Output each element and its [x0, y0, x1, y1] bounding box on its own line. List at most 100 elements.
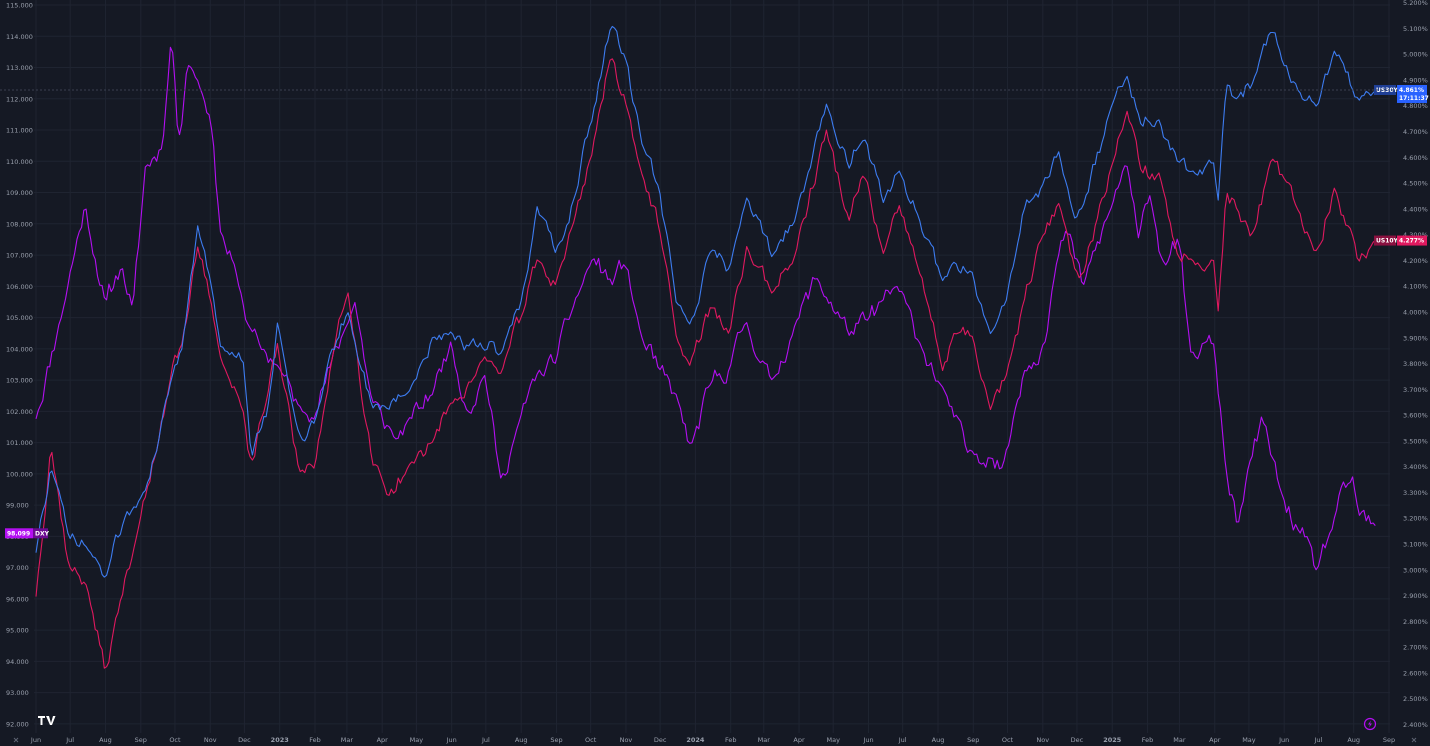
right-tick-label: 3.100% — [1403, 541, 1428, 549]
left-tick-label: 97.000 — [6, 564, 29, 572]
x-tick-label: Feb — [1142, 736, 1154, 744]
right-tick-label: 4.000% — [1403, 308, 1428, 316]
right-tick-label: 3.700% — [1403, 386, 1428, 394]
us10y-value-text: 4.277% — [1399, 238, 1424, 245]
left-tick-label: 99.000 — [6, 502, 29, 510]
us30y-symbol-text: US30Y — [1376, 87, 1399, 94]
x-tick-label: Aug — [515, 736, 528, 744]
x-tick-label: Jul — [1313, 736, 1322, 744]
x-tick-label: 2023 — [271, 736, 289, 744]
x-tick-label: 2024 — [686, 736, 705, 744]
x-tick-label: Apr — [377, 736, 389, 744]
x-tick-label: Jul — [898, 736, 907, 744]
right-tick-label: 4.900% — [1403, 76, 1428, 84]
x-tick-label: Nov — [620, 736, 633, 744]
right-tick-label: 4.400% — [1403, 205, 1428, 213]
x-tick-label: Mar — [1173, 736, 1186, 744]
right-tick-label: 2.600% — [1403, 669, 1428, 677]
x-tick-label: Oct — [585, 736, 597, 744]
grid-lines — [34, 0, 1390, 733]
dxy-value-tag — [5, 528, 33, 539]
right-tick-label: 4.200% — [1403, 257, 1428, 265]
left-tick-label: 94.000 — [6, 658, 29, 666]
us10y-symbol-text: US10Y — [1376, 238, 1399, 245]
right-tick-label: 4.600% — [1403, 154, 1428, 162]
x-tick-label: May — [1242, 736, 1256, 744]
left-tick-label: 106.000 — [6, 283, 33, 291]
right-tick-label: 5.000% — [1403, 51, 1428, 59]
x-tick-label: Nov — [1036, 736, 1049, 744]
right-axis-ticks: 2.400% 2.500% 2.600% 2.700% 2.800% 2.900% 3.00… — [1403, 0, 1428, 729]
series-line-dxy — [35, 46, 1376, 571]
x-tick-label: Oct — [1002, 736, 1014, 744]
x-tick-label: Jul — [481, 736, 490, 744]
left-tick-label: 102.000 — [6, 408, 33, 416]
right-tick-label: 2.500% — [1403, 695, 1428, 703]
axis-corner-left-icon[interactable] — [13, 737, 19, 743]
x-tick-label: May — [826, 736, 840, 744]
left-axis-ticks: 92.000 93.000 94.000 95.000 96.000 97.000 98.0… — [6, 2, 33, 729]
left-tick-label: 95.000 — [6, 627, 29, 635]
dxy-symbol-text: DXY — [35, 530, 50, 537]
left-tick-label: 111.000 — [6, 127, 33, 135]
left-tick-label: 112.000 — [6, 95, 33, 103]
x-tick-label: Aug — [99, 736, 112, 744]
x-tick-label: Dec — [1071, 736, 1084, 744]
right-tick-label: 3.900% — [1403, 334, 1428, 342]
series-line-us30y — [35, 25, 1376, 578]
x-tick-label: Apr — [1209, 736, 1221, 744]
right-tick-label: 3.800% — [1403, 360, 1428, 368]
us10y-value-tag — [1397, 235, 1427, 246]
series-line-us10y — [35, 58, 1376, 669]
right-tick-label: 4.300% — [1403, 231, 1428, 239]
left-tick-label: 105.000 — [6, 314, 33, 322]
dxy-value-text: 98.099 — [7, 530, 30, 537]
x-tick-label: Dec — [238, 736, 251, 744]
right-tick-label: 5.200% — [1403, 0, 1428, 7]
x-axis-ticks: Jun Jul Aug Sep Oct Nov Dec 2023 Feb Mar Apr May Jun… — [30, 736, 1395, 744]
left-tick-label: 104.000 — [6, 345, 33, 353]
right-tick-label: 3.500% — [1403, 437, 1428, 445]
right-tick-label: 4.500% — [1403, 180, 1428, 188]
left-tick-label: 110.000 — [6, 158, 33, 166]
tradingview-logo — [38, 716, 56, 725]
us10y-symbol-tag — [1374, 235, 1396, 246]
right-tick-label: 4.800% — [1403, 102, 1428, 110]
x-tick-label: Feb — [725, 736, 737, 744]
left-tick-label: 100.000 — [6, 470, 33, 478]
right-tick-label: 4.700% — [1403, 128, 1428, 136]
x-tick-label: Nov — [204, 736, 217, 744]
right-tick-label: 2.400% — [1403, 721, 1428, 729]
x-tick-label: 2025 — [1103, 736, 1122, 744]
x-tick-label: Sep — [967, 736, 979, 744]
x-tick-label: Oct — [169, 736, 181, 744]
x-tick-label: Aug — [1347, 736, 1360, 744]
x-tick-label: Sep — [1383, 736, 1395, 744]
series-layer — [35, 25, 1376, 669]
right-tick-label: 4.100% — [1403, 283, 1428, 291]
left-tick-label: 115.000 — [6, 2, 33, 10]
x-tick-label: Apr — [793, 736, 805, 744]
left-tick-label: 113.000 — [6, 64, 33, 72]
x-tick-label: Feb — [309, 736, 321, 744]
axis-corner-right-icon[interactable] — [1411, 737, 1417, 743]
lightning-icon[interactable] — [1363, 717, 1377, 731]
price-tags: 98.099 DXY US10Y 4.277% US30Y 4.861%17:11:37 — [5, 84, 1429, 539]
x-tick-label: Sep — [135, 736, 147, 744]
right-tick-label: 3.200% — [1403, 515, 1428, 523]
right-tick-label: 3.600% — [1403, 412, 1428, 420]
us30y-countdown-text: 17:11:37 — [1399, 95, 1429, 102]
right-tick-label: 3.400% — [1403, 463, 1428, 471]
left-tick-label: 109.000 — [6, 189, 33, 197]
x-tick-label: Dec — [654, 736, 667, 744]
x-tick-label: Jun — [446, 736, 457, 744]
left-tick-label: 93.000 — [6, 689, 29, 697]
left-tick-label: 107.000 — [6, 252, 33, 260]
x-tick-label: Mar — [341, 736, 354, 744]
x-tick-label: Aug — [932, 736, 945, 744]
x-tick-label: May — [410, 736, 424, 744]
right-tick-label: 2.900% — [1403, 592, 1428, 600]
right-tick-label: 2.800% — [1403, 618, 1428, 626]
left-tick-label: 96.000 — [6, 595, 29, 603]
